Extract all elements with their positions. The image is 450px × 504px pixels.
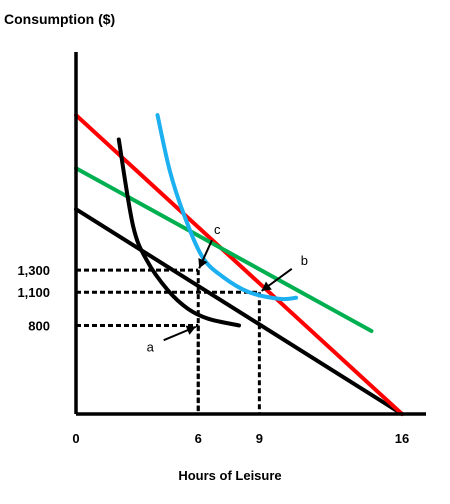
budget-line (74, 207, 404, 416)
plot-series (74, 113, 404, 416)
annotation-arrow-head (261, 281, 272, 291)
point-label-b: b (301, 253, 308, 268)
indifference-curve (155, 113, 299, 302)
axes (74, 52, 426, 416)
x-tick-label: 16 (395, 431, 409, 446)
x-tick-label: 9 (256, 431, 263, 446)
y-tick-label: 1,100 (17, 285, 50, 300)
y-axis-title: Consumption ($) (4, 11, 115, 27)
x-tick-labels: 0 6 9 16 (72, 431, 409, 446)
annotation-arrow-head (185, 325, 196, 335)
x-axis-title: Hours of Leisure (178, 468, 281, 483)
annotation-arrow-head (198, 258, 208, 269)
point-label-c: c (214, 222, 221, 237)
indifference-curve (116, 137, 241, 328)
point-label-a: a (147, 339, 155, 354)
x-tick-label: 6 (195, 431, 202, 446)
y-tick-label: 1,300 (17, 263, 50, 278)
budget-line (74, 166, 374, 333)
y-tick-labels: 800 1,100 1,300 (17, 263, 50, 333)
annotation-arrows (163, 239, 293, 342)
point-annotations: a b c (147, 222, 308, 354)
x-tick-label: 0 (72, 431, 79, 446)
budget-line (74, 113, 404, 416)
y-tick-label: 800 (28, 318, 50, 333)
